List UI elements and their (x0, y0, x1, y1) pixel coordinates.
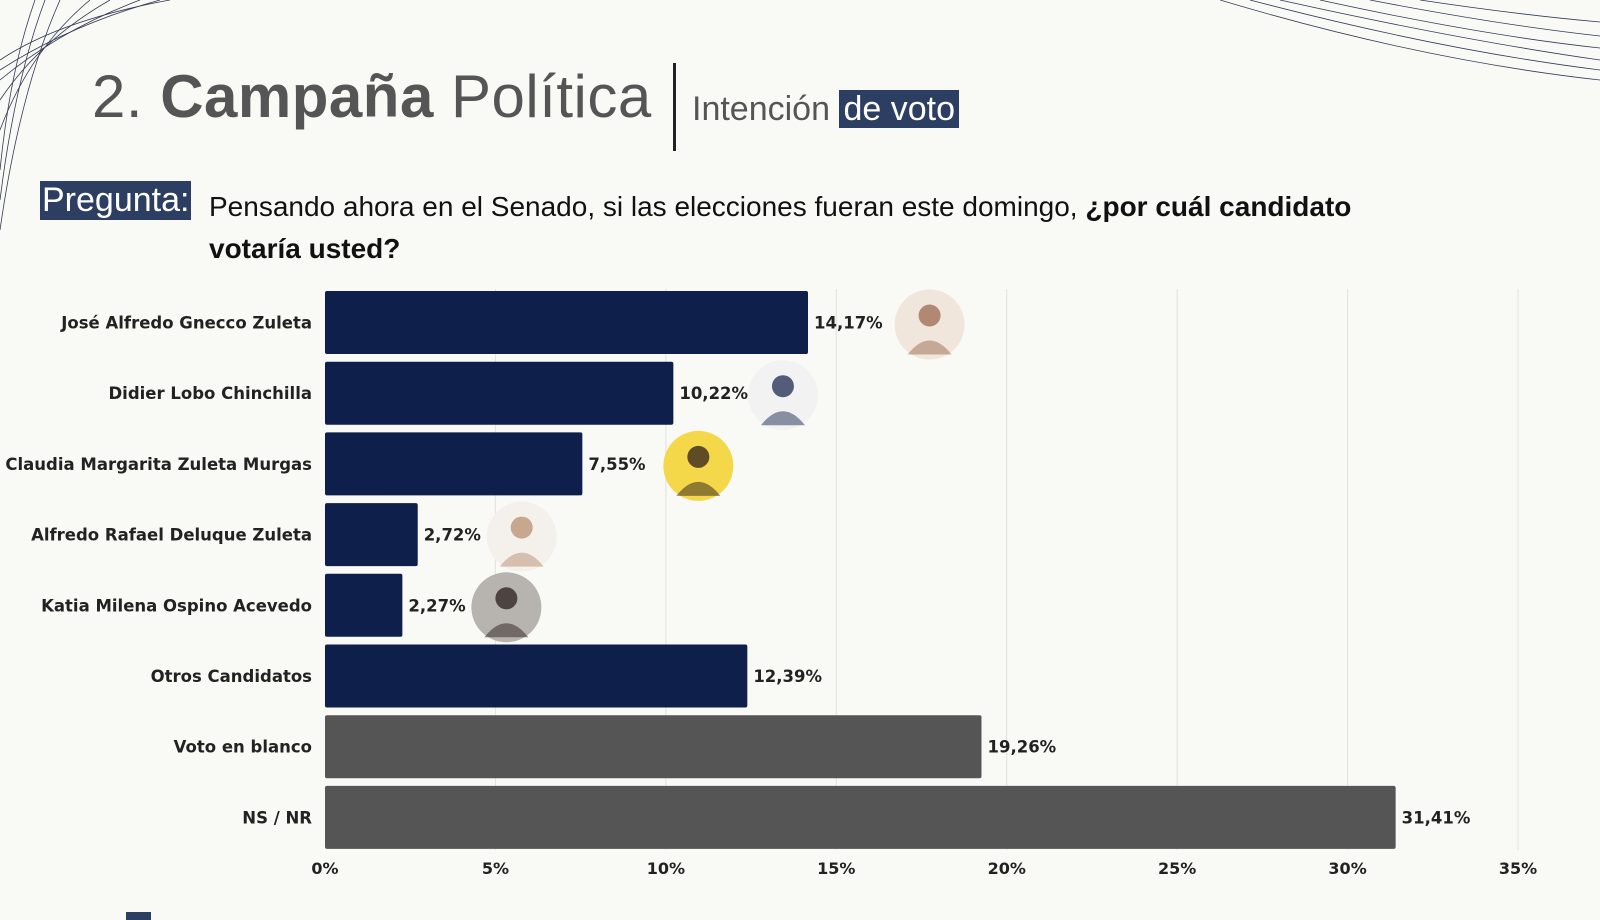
category-label: Voto en blanco (174, 738, 312, 757)
data-label: 14,17% (814, 314, 883, 333)
section-number: 2. (92, 63, 144, 130)
category-label: Didier Lobo Chinchilla (108, 384, 312, 403)
title-bold: Campaña (160, 63, 434, 130)
candidate-photo-head (771, 375, 794, 398)
candidate-photo-body (499, 552, 544, 567)
x-tick-label: 30% (1328, 859, 1366, 878)
subtitle-plain: Intención (692, 90, 830, 128)
candidate-photo-head (918, 304, 941, 327)
data-label: 12,39% (753, 667, 822, 686)
category-label: Otros Candidatos (151, 667, 313, 686)
bar (325, 573, 403, 637)
x-tick-label: 20% (988, 859, 1026, 878)
bar (325, 715, 982, 779)
x-tick-label: 35% (1499, 859, 1537, 878)
candidate-photo-body (760, 411, 805, 426)
decorative-lines-left (0, 0, 171, 231)
candidate-photo-body (676, 481, 721, 496)
question-plain: Pensando ahora en el Senado, si las elec… (209, 191, 1086, 222)
bar (325, 503, 418, 567)
category-label: José Alfredo Gnecco Zuleta (60, 314, 312, 333)
data-label: 31,41% (1402, 808, 1471, 827)
bar (325, 785, 1396, 849)
bar (325, 361, 674, 425)
category-label: NS / NR (242, 808, 312, 827)
data-label: 2,72% (424, 526, 482, 545)
data-label: 19,26% (987, 738, 1056, 757)
data-label: 2,27% (408, 596, 466, 615)
question-text: Pensando ahora en el Senado, si las elec… (209, 186, 1409, 270)
bar (325, 291, 808, 354)
subtitle-highlight: de voto (839, 90, 959, 128)
data-label: 10,22% (679, 384, 748, 403)
bar (325, 644, 748, 708)
candidate-photo-head (687, 445, 710, 468)
x-tick-label: 0% (311, 859, 338, 878)
candidate-photo-body (484, 623, 529, 638)
candidate-photo-head (510, 516, 533, 539)
page-title: 2. Campaña Política (92, 62, 652, 131)
x-tick-label: 5% (482, 859, 509, 878)
data-label: 7,55% (588, 455, 646, 474)
x-tick-label: 25% (1158, 859, 1196, 878)
question-label: Pregunta: (40, 181, 192, 220)
title-light: Política (450, 63, 652, 130)
x-tick-label: 15% (817, 859, 855, 878)
decorative-lines-right (1220, 0, 1600, 81)
category-label: Alfredo Rafael Deluque Zuleta (31, 526, 312, 545)
title-separator (673, 63, 676, 151)
bar (325, 432, 583, 496)
x-tick-label: 10% (647, 859, 685, 878)
candidate-photo-body (907, 340, 952, 355)
subtitle: Intención de voto (692, 90, 959, 129)
legend-swatch (126, 912, 151, 920)
category-label: Katia Milena Ospino Acevedo (41, 596, 312, 615)
category-label: Claudia Margarita Zuleta Murgas (5, 455, 312, 474)
question-bold: ¿por cuál candidato votaría usted? (209, 191, 1352, 264)
candidate-photo-head (495, 587, 518, 610)
